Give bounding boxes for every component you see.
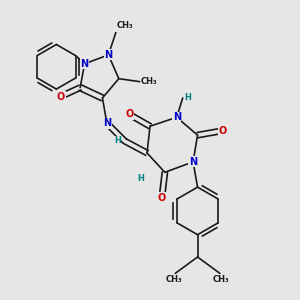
- Text: O: O: [125, 109, 133, 119]
- Text: O: O: [57, 92, 65, 101]
- Text: N: N: [189, 157, 197, 167]
- Text: H: H: [184, 94, 191, 103]
- Text: N: N: [173, 112, 181, 122]
- Text: N: N: [103, 118, 111, 128]
- Text: N: N: [104, 50, 112, 60]
- Text: CH₃: CH₃: [116, 21, 133, 30]
- Text: O: O: [219, 126, 227, 136]
- Text: O: O: [158, 193, 166, 202]
- Text: CH₃: CH₃: [141, 77, 158, 86]
- Text: N: N: [80, 59, 89, 69]
- Text: H: H: [114, 136, 121, 145]
- Text: CH₃: CH₃: [213, 275, 230, 284]
- Text: CH₃: CH₃: [166, 275, 182, 284]
- Text: H: H: [138, 174, 145, 183]
